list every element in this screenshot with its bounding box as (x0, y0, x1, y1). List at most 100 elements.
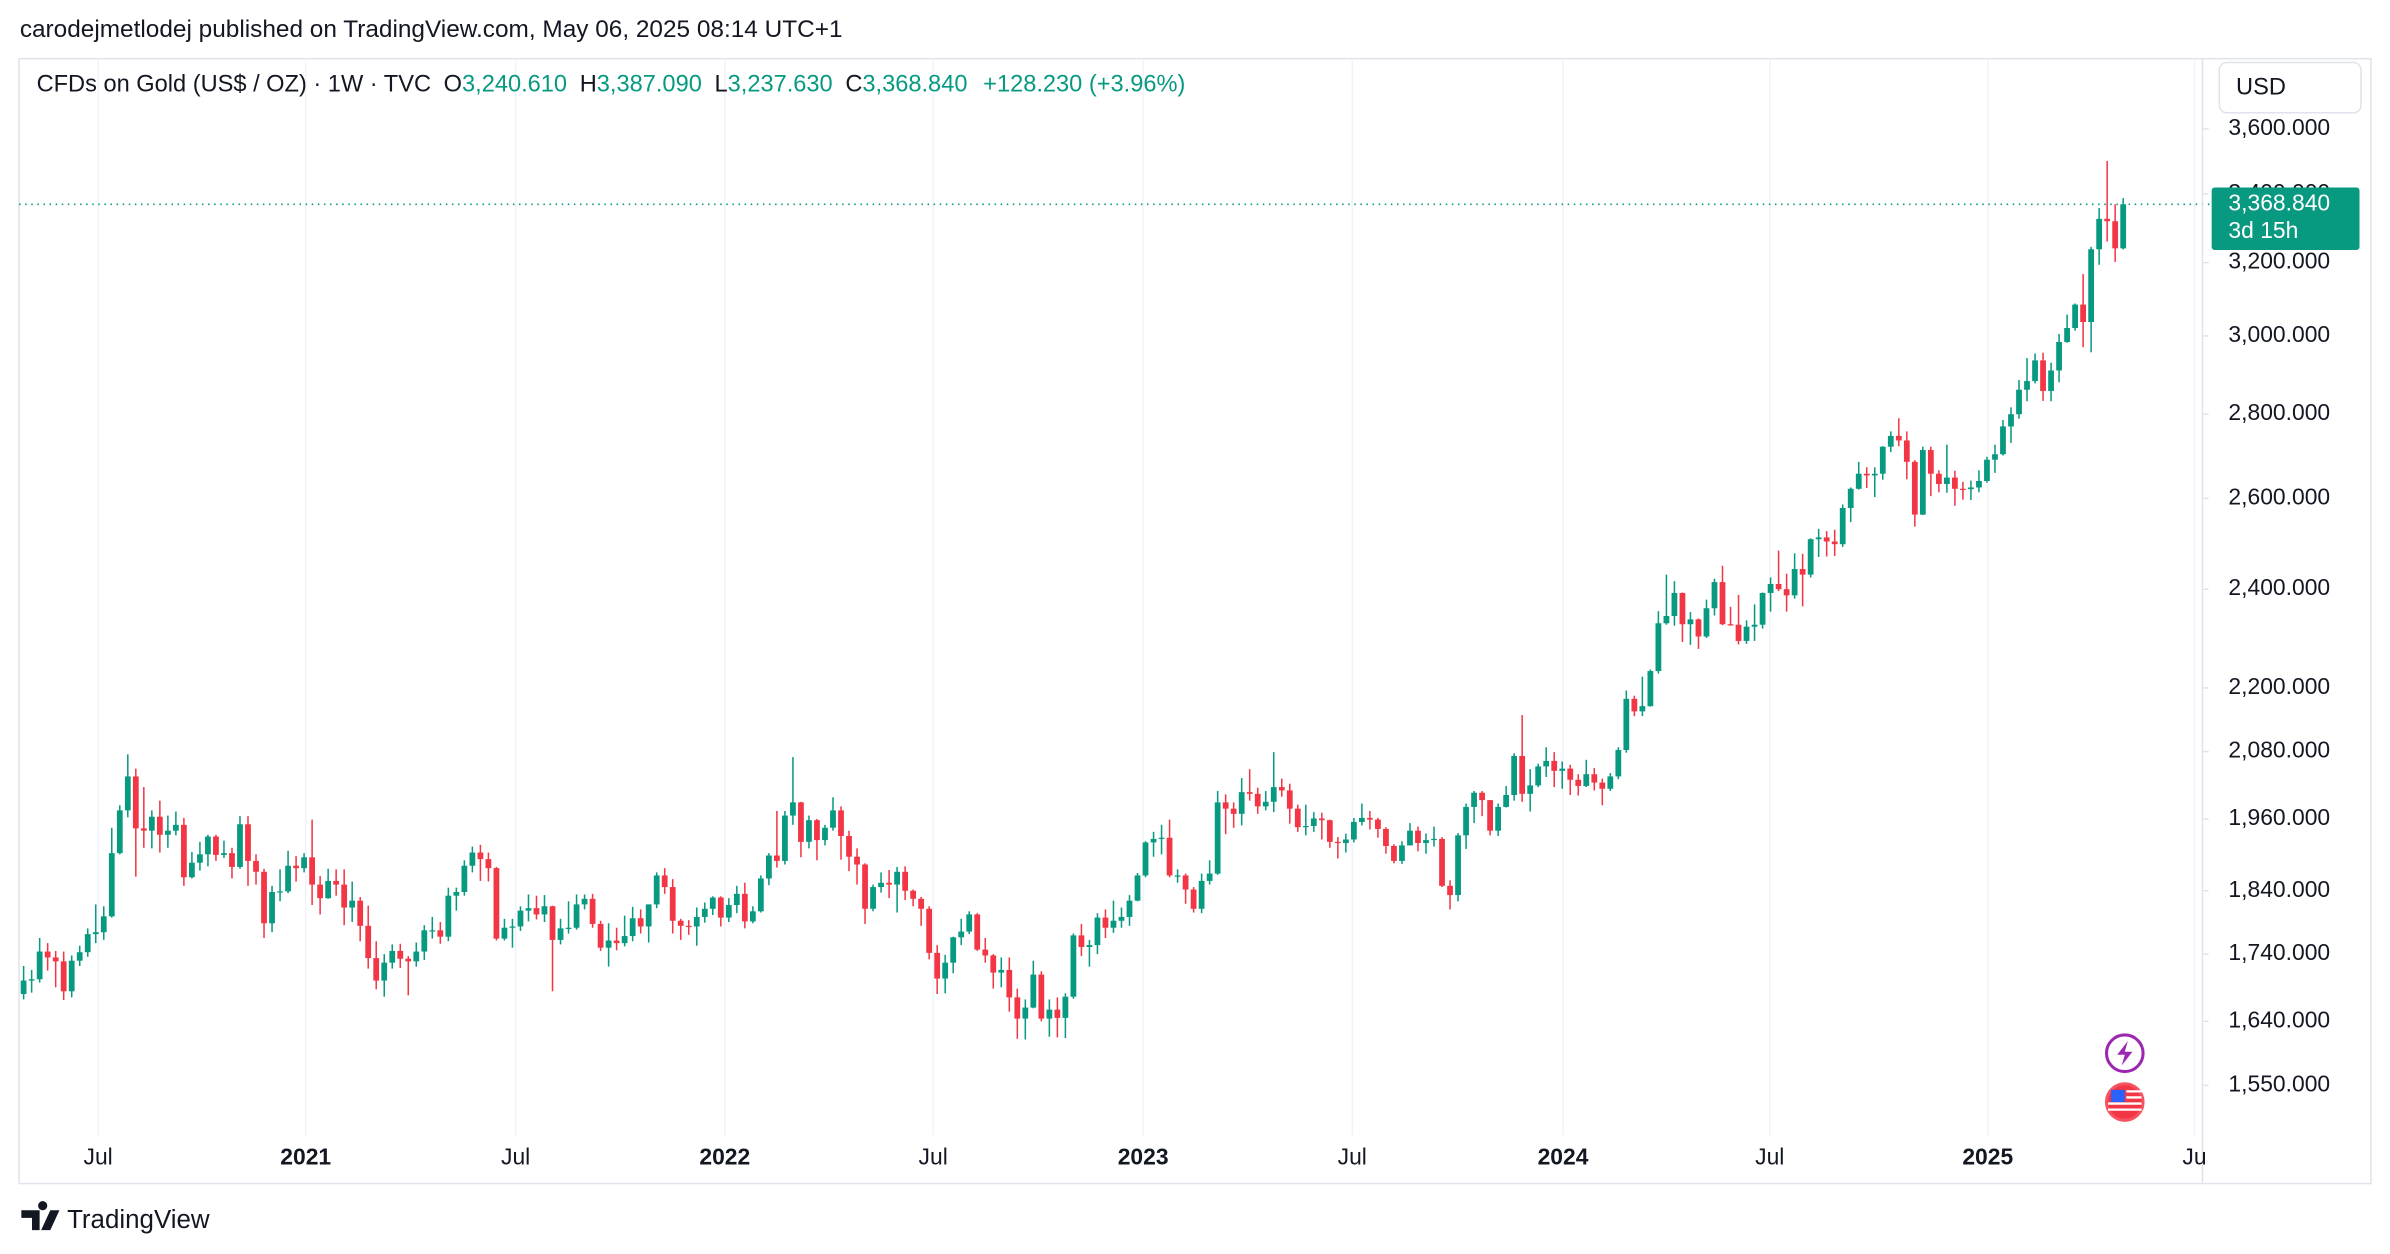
candle-body (2032, 360, 2038, 382)
candle-body (229, 853, 235, 867)
candle-body (1519, 755, 1526, 794)
candle-body (1887, 435, 1894, 447)
candle-body (1567, 768, 1574, 780)
candle-body (1423, 840, 1429, 844)
candle-body (469, 852, 476, 866)
last-price-tag (2211, 187, 2360, 251)
candle-body (597, 923, 604, 948)
x-tick-label: 2023 (1118, 1143, 1169, 1169)
candle-body (333, 880, 340, 885)
candle-body (806, 820, 812, 842)
candle-body (549, 906, 556, 940)
candle-body (1391, 845, 1397, 861)
candle-body (661, 875, 668, 888)
candle-body (934, 952, 941, 979)
grid (97, 58, 2196, 1136)
x-tick-label: Jul (501, 1143, 530, 1169)
candle-body (1919, 450, 1926, 515)
attribution: carodejmetlodej published on TradingView… (20, 16, 843, 43)
currency-button[interactable] (2218, 61, 2362, 114)
candle-body (1094, 917, 1101, 946)
candle-body (709, 897, 716, 909)
candle-body (1944, 477, 1950, 485)
candle-body (902, 871, 909, 891)
candle-body (557, 928, 564, 940)
candle-body (846, 835, 852, 857)
candle-body (677, 920, 684, 926)
candle-body (581, 898, 588, 905)
event-icons (2104, 1033, 2145, 1122)
candle-body (2088, 249, 2095, 322)
candle-body (1671, 592, 1678, 616)
candle-body (1294, 808, 1301, 828)
candle-body (990, 955, 997, 973)
candle-body (1767, 583, 1774, 593)
candle-body (453, 891, 460, 896)
candle-body (2064, 327, 2070, 342)
candle-body (1599, 782, 1606, 789)
candle-body (405, 958, 412, 962)
candle-body (156, 816, 163, 835)
candle-body (477, 852, 484, 860)
candle-body (1158, 837, 1165, 839)
candle-body (1334, 841, 1341, 844)
y-tick-label: 2,800.000 (2228, 399, 2330, 425)
candle-body (2104, 218, 2111, 222)
candle-body (2016, 389, 2022, 415)
candle-body (1871, 473, 1878, 476)
candle-body (20, 980, 27, 994)
candle-body (2024, 381, 2030, 390)
candle-body (373, 958, 380, 981)
y-tick-label: 3,600.000 (2228, 114, 2330, 140)
candle-body (886, 882, 892, 885)
candle-body (357, 900, 364, 926)
x-tick-label: Jul (919, 1143, 948, 1169)
candle-body (261, 871, 267, 924)
legend-value: 3,387.090 (597, 72, 702, 98)
candle-body (1743, 626, 1750, 641)
candle-body (1439, 838, 1445, 886)
candle-body (1815, 537, 1822, 540)
candle-body (982, 949, 989, 956)
candle-body (1847, 488, 1854, 508)
flag-icon (2111, 1089, 2125, 1103)
candle-body (862, 864, 868, 909)
candle-body (1190, 889, 1197, 909)
candle-body (100, 916, 107, 933)
candle-body (1935, 473, 1942, 485)
candle-body (918, 898, 925, 909)
y-tick-label: 2,600.000 (2228, 483, 2330, 509)
chart-frame (18, 57, 2372, 1185)
candle-body (1415, 830, 1421, 844)
candle-body (1054, 1009, 1061, 1018)
candle-body (741, 893, 748, 922)
candle-body (1591, 774, 1598, 783)
candle-body (814, 820, 820, 841)
candle-body (269, 891, 275, 924)
candle-body (84, 934, 91, 953)
candle-body (421, 930, 428, 952)
candle-body (1495, 806, 1502, 831)
candle-body (413, 951, 420, 962)
candle-body (1655, 623, 1662, 672)
candle-body (317, 884, 324, 899)
candle-body (1727, 624, 1734, 626)
candle-body (1992, 454, 1998, 460)
candle-body (2056, 341, 2062, 371)
candle-body (950, 937, 957, 963)
candle-body (830, 810, 836, 828)
flag-stripes (2108, 1090, 2142, 1111)
candle-body (205, 836, 211, 855)
y-tick-label: 2,400.000 (2228, 574, 2330, 600)
event-icon[interactable] (2104, 1082, 2145, 1122)
candle-body (533, 908, 540, 915)
candle-body (213, 836, 219, 855)
candle-body (1198, 880, 1205, 909)
candle-body (1110, 920, 1117, 928)
candle-body (565, 927, 572, 929)
candle-body (1984, 459, 1990, 482)
candle-body (1960, 488, 1966, 490)
candle-body (429, 930, 436, 932)
candle-body (28, 979, 35, 981)
